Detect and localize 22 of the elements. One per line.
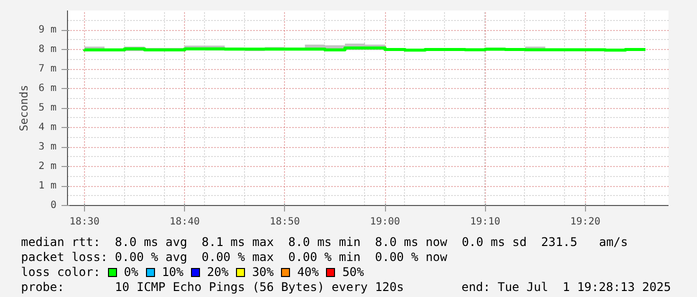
y-tick-label: 5 m: [38, 102, 56, 114]
text: packet loss: 0.00 % avg 0.00 % max 0.00 % min 0.00 % now: [21, 250, 448, 265]
x-tick-label: 18:50: [270, 216, 300, 228]
x-tick-label: 19:20: [570, 216, 600, 228]
x-tick-label: 19:00: [370, 216, 400, 228]
y-tick-label: 8 m: [38, 44, 56, 55]
y-tick-label: 3 m: [38, 142, 56, 152]
text: median rtt: 8.0 ms avg 8.1 ms max 8.0 ms min 8.0 ms now 0.0 ms sd 231.5 am/s: [21, 235, 629, 250]
y-tick-label: 0: [50, 200, 57, 211]
y-tick-label: 6 m: [38, 83, 56, 94]
y-tick-label: 7 m: [38, 64, 56, 74]
x-tick-label: 18:40: [170, 216, 200, 228]
text: loss color: 0% 10% 20% 30% 40% 50%: [21, 265, 364, 279]
y-tick-label: 4 m: [38, 122, 56, 133]
y-tick-label: 9 m: [38, 24, 56, 36]
x-tick-label: 18:30: [69, 216, 100, 228]
y-axis-title: Seconds: [17, 84, 30, 132]
y-tick-label: 2 m: [38, 161, 56, 172]
text: end: Tue Jul 1 19:28:13 2025: [461, 280, 671, 295]
x-tick-label: 19:10: [470, 216, 500, 228]
y-tick-label: 1 m: [38, 180, 56, 192]
text: probe: 10 ICMP Echo Pings (56 Bytes) every 120s: [21, 280, 404, 295]
